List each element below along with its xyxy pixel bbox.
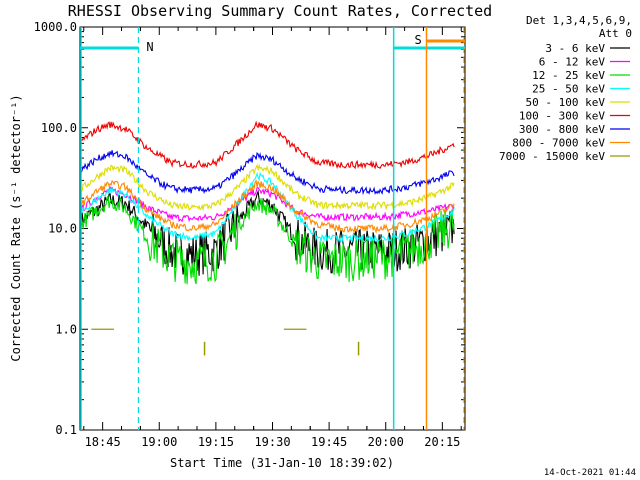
s-annotation-label: S: [415, 33, 422, 47]
legend-entry-label: 7000 - 15000 keV: [499, 150, 605, 163]
legend-header-line-1: Det 1,3,4,5,6,9,: [526, 14, 632, 27]
legend-entry-label: 50 - 100 keV: [526, 96, 606, 109]
series-line-6: [80, 150, 455, 196]
y-tick-label: 10.0: [48, 222, 77, 236]
y-tick-label: 100.0: [41, 121, 77, 135]
legend-entry-label: 12 - 25 keV: [532, 69, 605, 82]
legend-entry-label: 6 - 12 keV: [539, 56, 606, 69]
x-axis-label: Start Time (31-Jan-10 18:39:02): [170, 456, 394, 470]
y-tick-label: 0.1: [55, 423, 77, 437]
legend-entry-label: 100 - 300 keV: [519, 110, 605, 123]
series-line-1: [80, 185, 455, 223]
legend-header-line-2: Att 0: [599, 27, 632, 40]
legend-entry-label: 3 - 6 keV: [545, 42, 605, 55]
x-tick-label: 19:30: [254, 435, 290, 449]
x-tick-label: 20:00: [368, 435, 404, 449]
series-line-3: [80, 171, 455, 243]
x-tick-label: 18:45: [85, 435, 121, 449]
n-annotation-label: N: [146, 40, 153, 54]
y-tick-label: 1.0: [55, 322, 77, 336]
legend-entry-label: 800 - 7000 keV: [512, 137, 605, 150]
x-tick-label: 20:15: [424, 435, 460, 449]
legend-entry-label: 25 - 50 keV: [532, 83, 605, 96]
x-tick-label: 19:00: [141, 435, 177, 449]
chart-title: RHESSI Observing Summary Count Rates, Co…: [68, 2, 492, 20]
series-line-2: [80, 195, 455, 285]
plot-area: [79, 26, 466, 431]
x-tick-label: 19:15: [198, 435, 234, 449]
footer-timestamp: 14-Oct-2021 01:44: [544, 468, 636, 478]
y-axis-label: Corrected Count Rate (s⁻¹ detector⁻¹): [9, 94, 23, 361]
legend-entry-label: 300 - 800 keV: [519, 123, 605, 136]
series-line-7: [80, 179, 455, 234]
y-tick-label: 1000.0: [34, 20, 77, 34]
series-line-5: [80, 120, 455, 170]
x-tick-label: 19:45: [311, 435, 347, 449]
series-line-4: [80, 163, 455, 212]
